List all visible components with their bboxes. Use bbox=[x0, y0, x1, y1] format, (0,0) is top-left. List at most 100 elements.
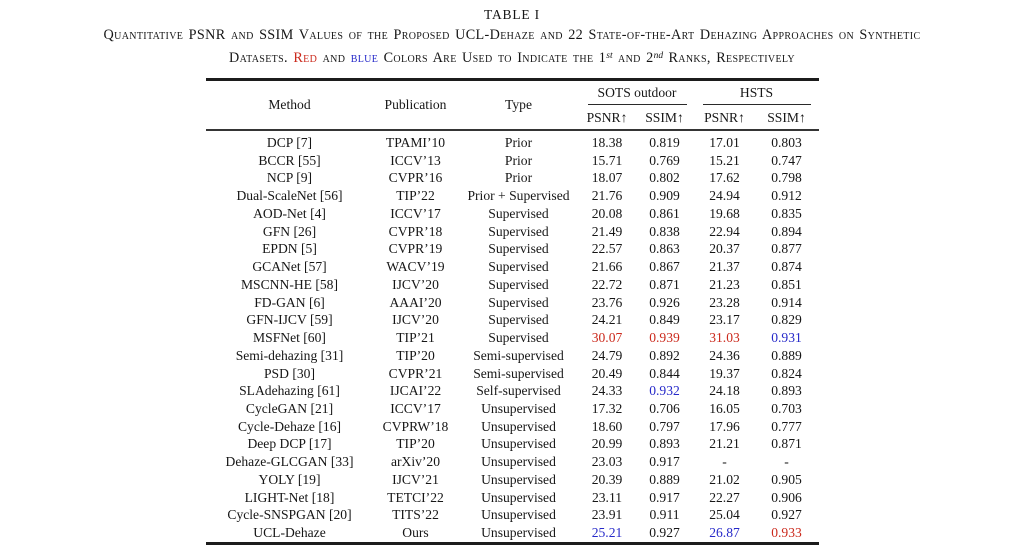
metric-cell: 0.861 bbox=[649, 205, 680, 221]
type-cell: Unsupervised bbox=[481, 489, 556, 505]
metric-cell: 31.03 bbox=[709, 330, 740, 346]
metric-cell: 23.76 bbox=[591, 294, 623, 310]
type-cell: Semi-supervised bbox=[473, 347, 564, 363]
table-bottom-rule bbox=[205, 541, 819, 545]
metric-cell: 22.94 bbox=[709, 223, 740, 239]
caption-line-1: Quantitative PSNR and SSIM Values of the… bbox=[103, 27, 921, 43]
metric-cell: 23.11 bbox=[591, 489, 623, 505]
metric-cell: 0.927 bbox=[771, 507, 802, 523]
metric-cell: 18.07 bbox=[591, 170, 623, 186]
type-cell: Supervised bbox=[488, 223, 549, 239]
table-row: EPDN [5] CVPR’19 Supervised 22.57 0.863 20.37… bbox=[206, 240, 819, 258]
metric-cell: 0.798 bbox=[771, 170, 802, 186]
psnr-ssim-table: Method Publication Type SOTS outdoor HST… bbox=[205, 81, 819, 542]
type-cell: Unsupervised bbox=[481, 418, 556, 434]
metric-cell: 0.849 bbox=[649, 312, 680, 328]
caption-text: Colors Are Used to Indicate the 1 bbox=[378, 50, 607, 66]
publication-cell: IJCV’20 bbox=[392, 312, 439, 328]
table-row: DCP [7] TPAMI’10 Prior 18.38 0.819 17.01 0.803 bbox=[206, 130, 819, 152]
metric-cell: 19.68 bbox=[709, 205, 740, 221]
metric-cell: 0.931 bbox=[771, 330, 802, 346]
publication-cell: ICCV’13 bbox=[390, 152, 441, 168]
type-cell: Unsupervised bbox=[481, 454, 556, 470]
type-cell: Supervised bbox=[488, 205, 549, 221]
metric-cell: 0.926 bbox=[649, 294, 680, 310]
table-row: PSD [30] CVPR’21 Semi-supervised 20.49 0.844… bbox=[206, 365, 819, 383]
metric-cell: 0.906 bbox=[771, 489, 802, 505]
type-cell: Supervised bbox=[488, 312, 549, 328]
metric-cell: 16.05 bbox=[709, 401, 740, 417]
type-cell: Unsupervised bbox=[481, 507, 556, 523]
metric-cell: 0.893 bbox=[771, 383, 802, 399]
metric-cell: 23.91 bbox=[591, 507, 623, 523]
metric-cell: 24.36 bbox=[709, 347, 740, 363]
metric-cell: 0.867 bbox=[649, 259, 680, 275]
method-cell: Semi-dehazing [31] bbox=[235, 347, 344, 363]
method-cell: GCANet [57] bbox=[252, 259, 327, 275]
table-body: DCP [7] TPAMI’10 Prior 18.38 0.819 17.01 0.803… bbox=[206, 130, 819, 542]
method-cell: Deep DCP [17] bbox=[247, 436, 332, 452]
method-cell: PSD [30] bbox=[264, 365, 315, 381]
metric-cell: 0.939 bbox=[649, 330, 680, 346]
table-row: NCP [9] CVPR’16 Prior 18.07 0.802 17.62 0.798 bbox=[206, 169, 819, 187]
table-row: FD-GAN [6] AAAI’20 Supervised 23.76 0.926 23.… bbox=[206, 294, 819, 312]
metric-cell: 21.23 bbox=[709, 276, 740, 292]
metric-cell: 20.37 bbox=[709, 241, 740, 257]
metric-cell: 0.777 bbox=[771, 418, 802, 434]
metric-cell: 24.33 bbox=[591, 383, 623, 399]
metric-cell: 0.703 bbox=[771, 401, 802, 417]
metric-cell: 24.79 bbox=[591, 347, 623, 363]
type-cell: Unsupervised bbox=[481, 471, 556, 487]
publication-cell: TPAMI’10 bbox=[385, 135, 446, 150]
metric-cell: 0.747 bbox=[771, 152, 802, 168]
table-row: SLAdehazing [61] IJCAI’22 Self-supervised 2… bbox=[206, 382, 819, 400]
caption-superscript: nd bbox=[653, 51, 664, 61]
metric-cell: 0.874 bbox=[771, 259, 802, 275]
table-number-heading: TABLE I bbox=[484, 7, 540, 22]
method-cell: GFN [26] bbox=[262, 223, 317, 239]
method-cell: YOLY [19] bbox=[258, 471, 321, 487]
metric-cell: 18.38 bbox=[591, 135, 623, 150]
metric-cell: - bbox=[722, 454, 727, 470]
table-row: Dehaze-GLCGAN [33] arXiv’20 Unsupervised 23… bbox=[206, 453, 819, 471]
table-row: GFN-IJCV [59] IJCV’20 Supervised 24.21 0.849… bbox=[206, 311, 819, 329]
metric-cell: 30.07 bbox=[591, 330, 623, 346]
method-cell: EPDN [5] bbox=[262, 241, 317, 257]
table-row: Cycle-SNSPGAN [20] TITS’22 Unsupervised 23.… bbox=[206, 506, 819, 524]
metric-cell: 0.706 bbox=[649, 401, 680, 417]
column-group-hsts: HSTS bbox=[695, 81, 819, 106]
column-header-ssim-sots: SSIM↑ bbox=[634, 106, 695, 131]
column-header-psnr-hsts: PSNR↑ bbox=[694, 106, 755, 131]
metric-cell: 23.28 bbox=[709, 294, 740, 310]
metric-cell: 22.27 bbox=[709, 489, 740, 505]
metric-cell: 0.835 bbox=[771, 205, 802, 221]
metric-cell: - bbox=[784, 454, 789, 470]
publication-cell: Ours bbox=[402, 525, 429, 541]
type-cell: Supervised bbox=[488, 259, 549, 275]
table-row: BCCR [55] ICCV’13 Prior 15.71 0.769 15.21 0.74… bbox=[206, 152, 819, 170]
metric-cell: 24.18 bbox=[709, 383, 740, 399]
method-cell: CycleGAN [21] bbox=[245, 401, 334, 417]
table-row: UCL-Dehaze Ours Unsupervised 25.21 0.927 26.8… bbox=[206, 524, 819, 542]
table-row: MSFNet [60] TIP’21 Supervised 30.07 0.939 31.… bbox=[206, 329, 819, 347]
results-table: Method Publication Type SOTS outdoor HST… bbox=[205, 78, 819, 545]
method-cell: BCCR [55] bbox=[258, 152, 321, 168]
caption-text: and 2 bbox=[612, 50, 654, 66]
metric-cell: 22.72 bbox=[591, 276, 623, 292]
metric-cell: 0.797 bbox=[649, 418, 680, 434]
column-header-type: Type bbox=[457, 81, 580, 131]
metric-cell: 21.49 bbox=[591, 223, 623, 239]
table-row: CycleGAN [21] ICCV’17 Unsupervised 17.32 0.7… bbox=[206, 400, 819, 418]
publication-cell: ICCV’17 bbox=[390, 205, 441, 221]
type-cell: Unsupervised bbox=[481, 401, 556, 417]
type-cell: Prior bbox=[504, 135, 533, 150]
metric-cell: 21.66 bbox=[591, 259, 623, 275]
publication-cell: IJCAI’22 bbox=[389, 383, 442, 399]
metric-cell: 0.889 bbox=[771, 347, 802, 363]
method-cell: DCP [7] bbox=[266, 135, 313, 150]
metric-cell: 0.905 bbox=[771, 471, 802, 487]
metric-cell: 21.21 bbox=[709, 436, 740, 452]
metric-cell: 17.62 bbox=[709, 170, 740, 186]
table-row: GFN [26] CVPR’18 Supervised 21.49 0.838 22.94… bbox=[206, 223, 819, 241]
method-cell: Dehaze-GLCGAN [33] bbox=[225, 454, 354, 470]
